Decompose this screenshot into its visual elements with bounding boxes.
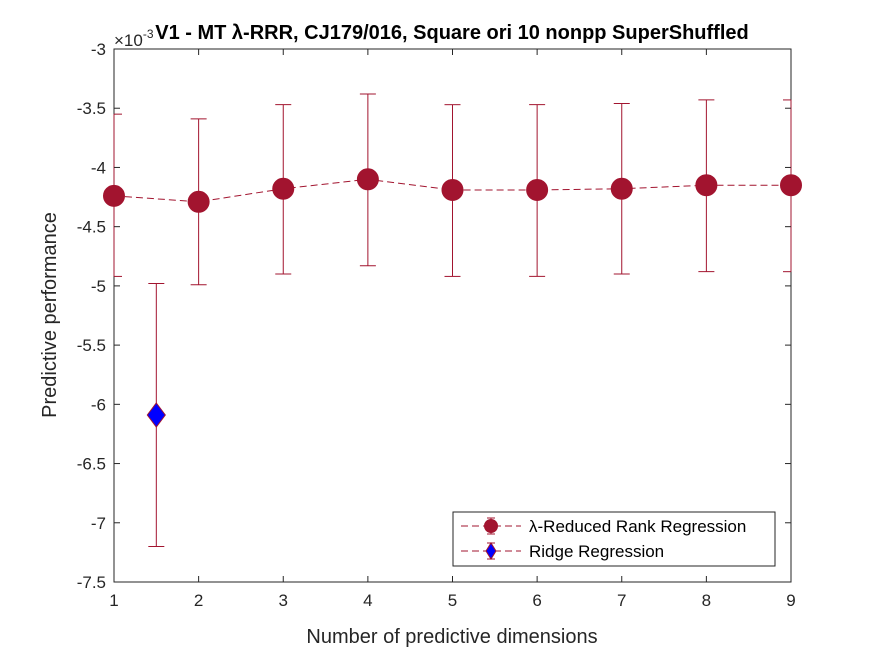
y-axis-exponent-base: ×10	[114, 31, 143, 50]
data-point	[187, 190, 210, 213]
x-axis-label: Number of predictive dimensions	[306, 626, 597, 648]
series-ridge	[146, 283, 166, 547]
y-axis-exponent-power: -3	[143, 27, 154, 41]
x-tick-label: 7	[617, 591, 626, 610]
legend-box	[452, 511, 776, 567]
legend-marker-rrr	[484, 519, 498, 533]
legend: λ-Reduced Rank Regression Ridge Regressi…	[452, 511, 776, 567]
series-line	[113, 178, 791, 203]
x-tick-label: 8	[702, 591, 711, 610]
y-tick-label: -4	[91, 158, 106, 177]
data-point	[441, 178, 464, 201]
legend-entry-ridge: Ridge Regression	[461, 542, 664, 561]
y-tick-label: -5.5	[77, 336, 106, 355]
data-point	[356, 168, 379, 191]
x-tick-label: 6	[532, 591, 541, 610]
y-tick-label: -4.5	[77, 218, 106, 237]
x-tick-label: 4	[363, 591, 372, 610]
chart-title: V1 - MT λ-RRR, CJ179/016, Square ori 10 …	[155, 22, 748, 44]
legend-label-rrr: λ-Reduced Rank Regression	[529, 517, 746, 536]
y-tick-label: -6	[91, 395, 106, 414]
x-tick-label: 3	[279, 591, 288, 610]
data-point	[526, 178, 549, 201]
data-point	[272, 177, 295, 200]
legend-label-ridge: Ridge Regression	[529, 542, 664, 561]
y-tick-label: -7	[91, 514, 106, 533]
data-point	[695, 174, 718, 197]
y-axis-exponent: ×10-3	[114, 27, 154, 50]
x-tick-label: 2	[194, 591, 203, 610]
legend-marker-ridge	[485, 542, 497, 560]
y-tick-label: -3	[91, 40, 106, 59]
x-tick-label: 5	[448, 591, 457, 610]
data-point	[103, 184, 125, 207]
y-tick-label: -7.5	[77, 573, 106, 592]
data-point	[780, 174, 802, 197]
y-axis-label: Predictive performance	[39, 212, 61, 418]
series-rrr	[103, 93, 802, 286]
data-point	[610, 177, 633, 200]
x-tick-label: 9	[786, 591, 795, 610]
axis-layer: 1 2 3 4 5 6 7 8 9 -3 -3.5 -4 -4.5 -5 -5.5 -6 -6.5 -7 -7.5	[77, 40, 796, 610]
data-point	[146, 402, 166, 428]
y-tick-label: -6.5	[77, 455, 106, 474]
y-tick-label: -5	[91, 277, 106, 296]
legend-entry-rrr: λ-Reduced Rank Regression	[461, 517, 746, 536]
series-layer	[103, 93, 802, 547]
y-tick-label: -3.5	[77, 99, 106, 118]
x-tick-label: 1	[109, 591, 118, 610]
